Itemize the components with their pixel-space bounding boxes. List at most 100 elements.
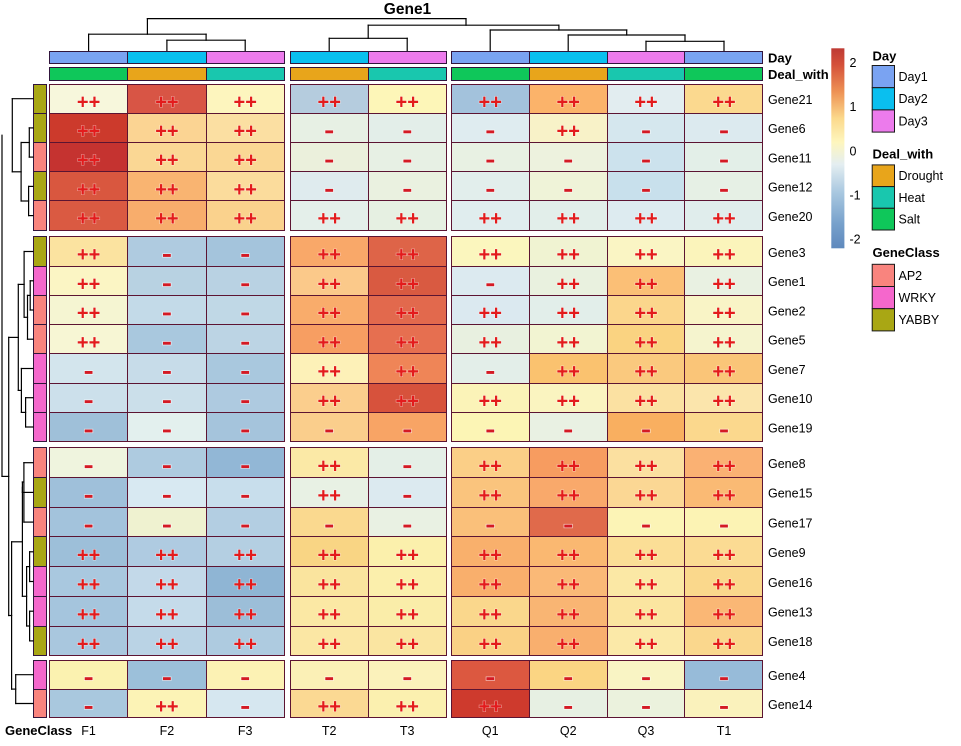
svg-text:++: ++ (557, 208, 580, 230)
svg-text:Gene20: Gene20 (768, 210, 813, 224)
svg-text:++: ++ (557, 244, 580, 266)
svg-text:1: 1 (850, 100, 857, 114)
svg-text:++: ++ (712, 91, 735, 113)
svg-text:Day3: Day3 (899, 114, 928, 128)
svg-text:Gene10: Gene10 (768, 392, 813, 406)
svg-text:++: ++ (634, 332, 657, 354)
svg-text:++: ++ (557, 574, 580, 596)
svg-text:++: ++ (712, 332, 735, 354)
svg-text:++: ++ (712, 244, 735, 266)
svg-text:++: ++ (557, 544, 580, 566)
svg-text:++: ++ (712, 574, 735, 596)
svg-text:++: ++ (712, 273, 735, 295)
svg-text:Gene17: Gene17 (768, 516, 813, 530)
svg-text:++: ++ (479, 604, 502, 626)
svg-text:++: ++ (479, 208, 502, 230)
svg-text:++: ++ (396, 332, 419, 354)
svg-text:++: ++ (77, 273, 100, 295)
svg-text:++: ++ (77, 91, 100, 113)
svg-text:++: ++ (557, 485, 580, 507)
svg-text:++: ++ (155, 121, 178, 143)
svg-text:++: ++ (396, 544, 419, 566)
svg-text:++: ++ (396, 303, 419, 325)
svg-text:Gene1: Gene1 (768, 275, 806, 289)
svg-text:++: ++ (712, 361, 735, 383)
svg-text:Salt: Salt (899, 213, 921, 227)
svg-text:++: ++ (712, 390, 735, 412)
svg-text:++: ++ (396, 244, 419, 266)
svg-text:++: ++ (396, 634, 419, 656)
svg-text:F1: F1 (81, 724, 96, 738)
svg-text:Day2: Day2 (899, 92, 928, 106)
svg-text:++: ++ (479, 455, 502, 477)
svg-text:++: ++ (77, 634, 100, 656)
svg-text:++: ++ (634, 244, 657, 266)
svg-text:++: ++ (557, 634, 580, 656)
svg-text:++: ++ (318, 332, 341, 354)
svg-text:++: ++ (318, 361, 341, 383)
svg-text:++: ++ (318, 244, 341, 266)
svg-text:++: ++ (479, 485, 502, 507)
svg-text:++: ++ (557, 91, 580, 113)
svg-text:++: ++ (155, 208, 178, 230)
svg-text:Gene15: Gene15 (768, 487, 813, 501)
svg-text:++: ++ (479, 390, 502, 412)
svg-text:++: ++ (557, 455, 580, 477)
svg-text:++: ++ (634, 574, 657, 596)
svg-text:++: ++ (479, 244, 502, 266)
svg-text:++: ++ (77, 332, 100, 354)
svg-text:++: ++ (155, 91, 178, 113)
svg-text:++: ++ (318, 303, 341, 325)
svg-text:++: ++ (396, 361, 419, 383)
svg-text:Gene3: Gene3 (768, 246, 806, 260)
svg-text:Heat: Heat (899, 191, 926, 205)
svg-text:++: ++ (77, 208, 100, 230)
svg-text:Gene21: Gene21 (768, 93, 813, 107)
svg-text:Gene13: Gene13 (768, 606, 813, 620)
svg-text:++: ++ (634, 485, 657, 507)
svg-text:F3: F3 (238, 724, 253, 738)
svg-text:++: ++ (77, 179, 100, 201)
svg-text:Gene2: Gene2 (768, 304, 806, 318)
svg-text:++: ++ (155, 179, 178, 201)
svg-text:++: ++ (634, 91, 657, 113)
svg-text:++: ++ (557, 604, 580, 626)
svg-text:++: ++ (155, 544, 178, 566)
svg-text:T1: T1 (717, 724, 732, 738)
svg-text:T3: T3 (400, 724, 415, 738)
svg-text:++: ++ (318, 91, 341, 113)
svg-text:++: ++ (396, 390, 419, 412)
svg-text:2: 2 (850, 56, 857, 70)
svg-text:++: ++ (557, 361, 580, 383)
svg-text:Gene5: Gene5 (768, 334, 806, 348)
svg-text:++: ++ (318, 273, 341, 295)
svg-text:++: ++ (479, 696, 502, 718)
svg-text:++: ++ (155, 696, 178, 718)
svg-text:++: ++ (634, 273, 657, 295)
svg-text:++: ++ (557, 121, 580, 143)
svg-text:Gene6: Gene6 (768, 122, 806, 136)
svg-text:++: ++ (557, 390, 580, 412)
svg-text:++: ++ (234, 91, 257, 113)
svg-text:++: ++ (712, 634, 735, 656)
svg-text:++: ++ (712, 208, 735, 230)
svg-text:++: ++ (234, 634, 257, 656)
svg-text:++: ++ (396, 91, 419, 113)
svg-text:Gene7: Gene7 (768, 363, 806, 377)
svg-text:++: ++ (557, 273, 580, 295)
svg-text:++: ++ (318, 485, 341, 507)
svg-text:++: ++ (77, 544, 100, 566)
svg-text:Deal_with: Deal_with (873, 147, 934, 162)
svg-text:Day1: Day1 (899, 70, 928, 84)
svg-text:++: ++ (396, 574, 419, 596)
svg-text:++: ++ (234, 150, 257, 172)
svg-text:++: ++ (155, 150, 178, 172)
svg-text:++: ++ (234, 121, 257, 143)
svg-text:++: ++ (634, 455, 657, 477)
svg-text:++: ++ (318, 696, 341, 718)
svg-text:++: ++ (396, 273, 419, 295)
svg-text:++: ++ (712, 303, 735, 325)
svg-text:++: ++ (77, 303, 100, 325)
svg-text:Gene11: Gene11 (768, 151, 812, 165)
svg-text:++: ++ (77, 121, 100, 143)
